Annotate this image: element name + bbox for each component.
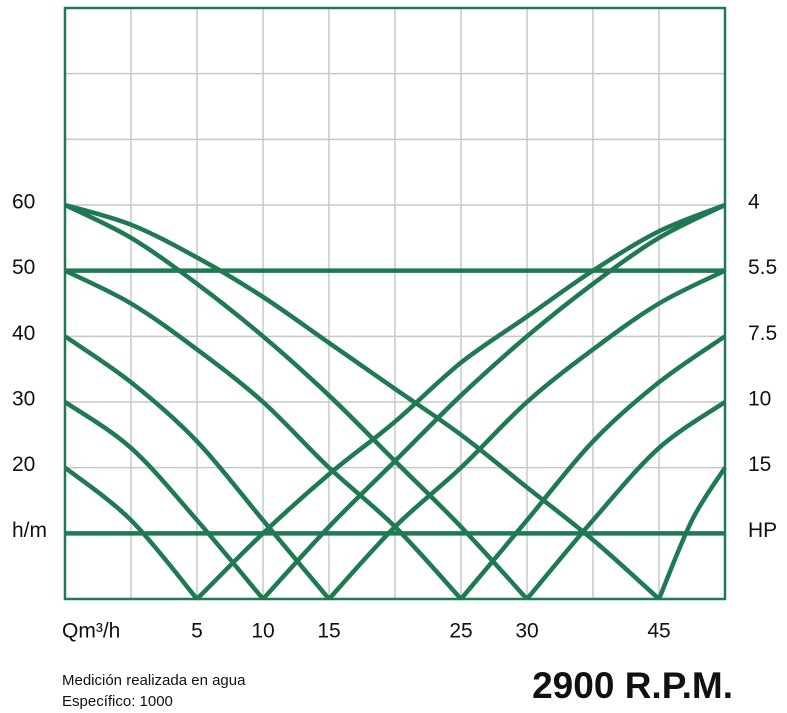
- pump-curve: [656, 466, 727, 600]
- x-tick-label: 10: [251, 620, 274, 643]
- pump-curve: [63, 202, 529, 601]
- x-tick-label: 45: [647, 620, 670, 643]
- y-tick-label: h/m: [12, 519, 47, 542]
- x-axis-label: Qm³/h: [62, 620, 120, 643]
- y-tick-label: 60: [12, 191, 35, 214]
- y2-tick-label: 15: [748, 453, 771, 476]
- note: Medición realizada en agua: [62, 672, 246, 689]
- x-tick-label: 25: [449, 620, 472, 643]
- y-tick-label: 20: [12, 453, 35, 476]
- y2-tick-label: 7.5: [748, 322, 777, 345]
- y-tick-label: 40: [12, 322, 35, 345]
- pump-curve: [525, 400, 727, 601]
- y-tick-label: 50: [12, 256, 35, 279]
- x-tick-label: 30: [515, 620, 538, 643]
- y2-tick-label: HP: [748, 519, 777, 542]
- x-tick-label: 5: [191, 620, 203, 643]
- x-tick-label: 15: [317, 620, 340, 643]
- pump-curve: [459, 334, 727, 601]
- plot-frame: [63, 6, 727, 601]
- pump-curve: [63, 400, 265, 601]
- chart-title: 2900 R.P.M.: [532, 665, 733, 706]
- y2-tick-label: 4: [748, 191, 760, 214]
- note: Específico: 1000: [62, 693, 173, 710]
- y2-tick-label: 5.5: [748, 256, 777, 279]
- y-tick-label: 30: [12, 388, 35, 411]
- pump-curve: [327, 268, 727, 601]
- pump-curve: [195, 202, 726, 601]
- pump-curve: [64, 202, 661, 601]
- y2-tick-label: 10: [748, 388, 771, 411]
- pump-curve: [63, 334, 331, 601]
- pump-curve: [261, 202, 727, 601]
- pump-curve: [63, 465, 199, 601]
